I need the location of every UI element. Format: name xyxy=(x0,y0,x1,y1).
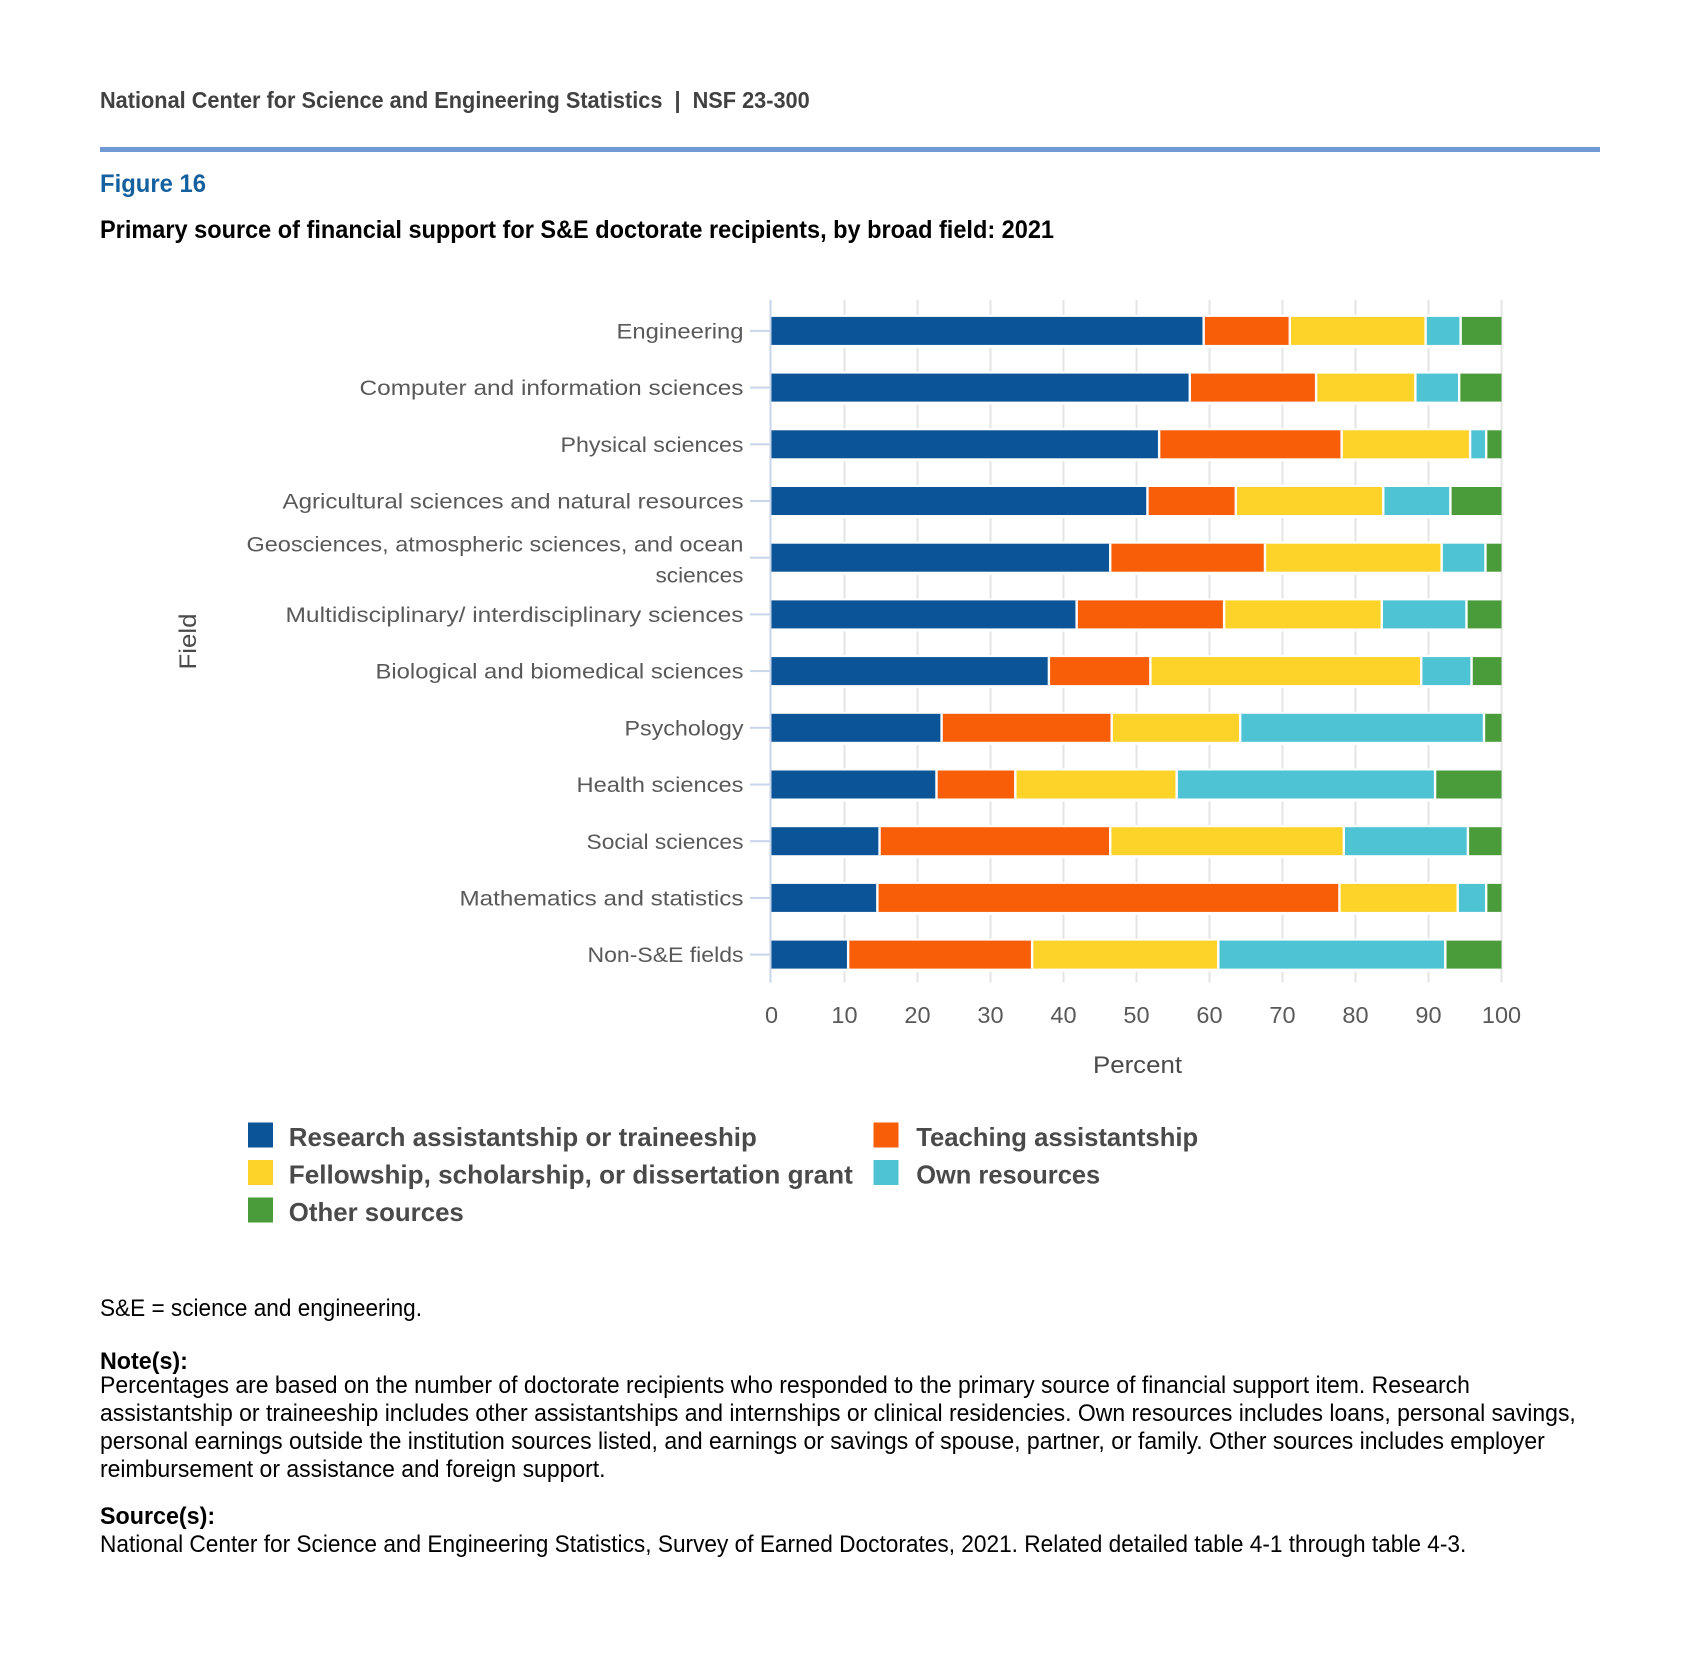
svg-text:Own resources: Own resources xyxy=(916,1159,1100,1189)
svg-text:Other sources: Other sources xyxy=(289,1197,464,1227)
svg-text:Social sciences: Social sciences xyxy=(587,830,744,854)
svg-text:20: 20 xyxy=(904,1002,930,1028)
svg-text:100: 100 xyxy=(1482,1002,1521,1028)
svg-text:Field: Field xyxy=(175,614,202,670)
svg-text:50: 50 xyxy=(1123,1002,1149,1028)
svg-text:Fellowship, scholarship, or di: Fellowship, scholarship, or dissertation… xyxy=(289,1159,853,1189)
svg-text:Teaching assistantship: Teaching assistantship xyxy=(916,1122,1198,1152)
svg-text:Percent: Percent xyxy=(1093,1052,1182,1079)
svg-text:Non-S&E fields: Non-S&E fields xyxy=(588,943,744,967)
svg-text:90: 90 xyxy=(1415,1002,1441,1028)
svg-text:Biological and biomedical scie: Biological and biomedical sciences xyxy=(376,660,744,684)
svg-text:80: 80 xyxy=(1342,1002,1368,1028)
svg-text:Physical sciences: Physical sciences xyxy=(561,433,744,457)
svg-text:sciences: sciences xyxy=(656,563,744,587)
svg-text:Agricultural sciences and natu: Agricultural sciences and natural resour… xyxy=(283,490,744,514)
svg-text:40: 40 xyxy=(1050,1002,1076,1028)
svg-text:0: 0 xyxy=(765,1002,778,1028)
svg-text:70: 70 xyxy=(1269,1002,1295,1028)
svg-text:Computer and information scien: Computer and information sciences xyxy=(360,376,744,400)
svg-text:30: 30 xyxy=(977,1002,1003,1028)
svg-text:10: 10 xyxy=(831,1002,857,1028)
svg-text:Geosciences, atmospheric scien: Geosciences, atmospheric sciences, and o… xyxy=(247,532,744,556)
svg-text:Health sciences: Health sciences xyxy=(577,773,744,797)
svg-text:Engineering: Engineering xyxy=(617,320,744,344)
svg-text:Research assistantship or trai: Research assistantship or traineeship xyxy=(289,1122,757,1152)
svg-text:Psychology: Psychology xyxy=(625,716,744,740)
svg-text:60: 60 xyxy=(1196,1002,1222,1028)
svg-text:Mathematics and statistics: Mathematics and statistics xyxy=(460,887,744,911)
svg-text:Multidisciplinary/ interdiscip: Multidisciplinary/ interdisciplinary sci… xyxy=(286,603,744,627)
